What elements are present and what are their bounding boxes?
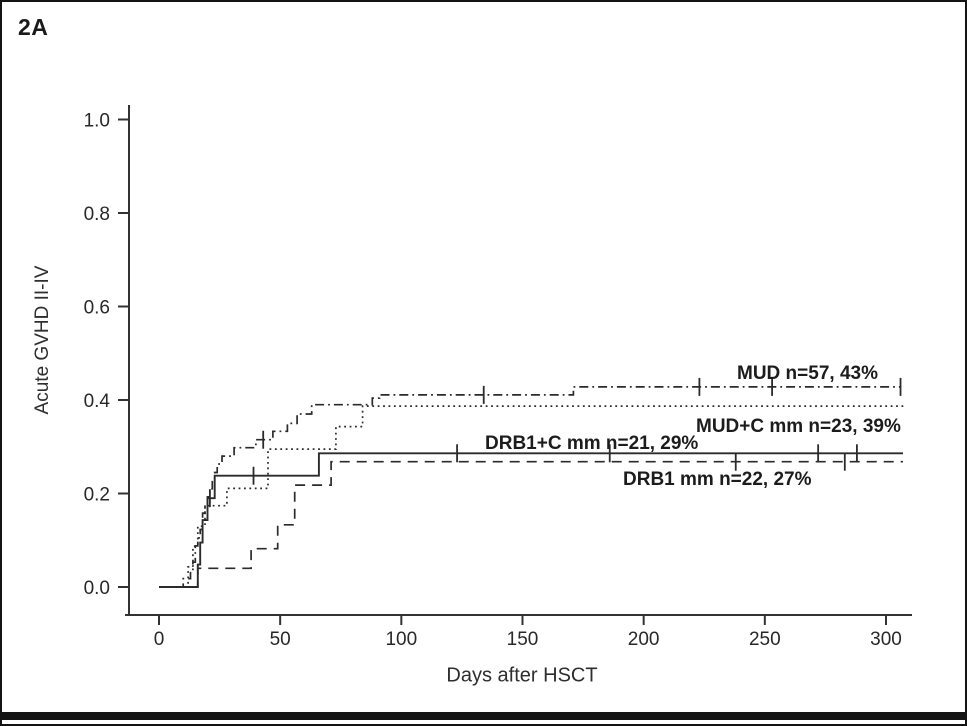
x-tick-label: 0 — [154, 629, 165, 650]
y-tick-label: 0.2 — [84, 485, 110, 506]
y-tick-label: 0.4 — [84, 391, 111, 412]
series-label-mud: MUD n=57, 43% — [737, 363, 878, 384]
y-tick-label: 0.6 — [84, 298, 110, 319]
x-tick-label: 300 — [870, 629, 902, 650]
y-tick-label: 1.0 — [84, 111, 110, 132]
x-tick-label: 250 — [749, 629, 781, 650]
series-line-mud-c-mm — [159, 405, 906, 588]
x-tick-label: 200 — [628, 629, 660, 650]
x-axis-title: Days after HSCT — [446, 664, 598, 687]
series-label-drb1-mm: DRB1 mm n=22, 27% — [623, 469, 812, 490]
figure-bottom-border — [2, 712, 965, 720]
series-label-drb1-c-mm: DRB1+C mm n=21, 29% — [485, 433, 698, 454]
x-tick-label: 150 — [507, 629, 539, 650]
x-tick-label: 50 — [270, 629, 291, 650]
series-label-mud-c-mm: MUD+C mm n=23, 39% — [696, 416, 901, 437]
y-tick-label: 0.0 — [84, 578, 110, 599]
figure-panel-label: 2A — [18, 14, 49, 40]
series-line-drb1-c-mm — [159, 452, 903, 588]
x-tick-label: 100 — [385, 629, 417, 650]
y-tick-label: 0.8 — [84, 204, 110, 225]
series-line-mud — [159, 386, 901, 588]
